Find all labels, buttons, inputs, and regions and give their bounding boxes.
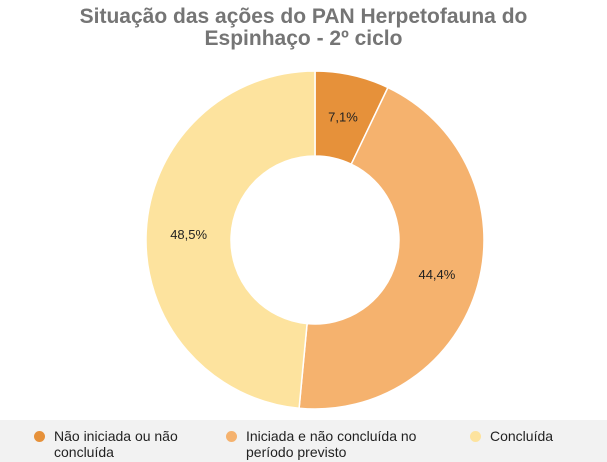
chart-title: Situação das ações do PAN Herpetofauna d… — [0, 6, 607, 50]
legend-swatch-nao-iniciada — [34, 431, 45, 442]
donut-slice-concluida[interactable] — [145, 70, 316, 410]
legend-item-iniciada[interactable]: Iniciada e não concluída no período prev… — [226, 428, 416, 460]
legend-swatch-concluida — [470, 431, 481, 442]
chart-title-line-2: Espinhaço - 2º ciclo — [204, 27, 403, 50]
data-label-iniciada: 44,4% — [418, 267, 455, 282]
legend-label-concluida: Concluída — [490, 428, 554, 444]
legend-label-nao-iniciada: Não iniciada ou não concluída — [54, 428, 178, 460]
legend-swatch-iniciada — [226, 431, 237, 442]
donut-chart: 7,1% 44,4% 48,5% — [145, 70, 485, 410]
chart-legend: Não iniciada ou não concluída Iniciada e… — [0, 420, 607, 462]
legend-item-concluida[interactable]: Concluída — [470, 428, 553, 444]
legend-item-nao-iniciada[interactable]: Não iniciada ou não concluída — [34, 428, 178, 460]
donut-slice-iniciada[interactable] — [298, 86, 485, 410]
data-label-nao-iniciada: 7,1% — [328, 110, 358, 125]
data-label-concluida: 48,5% — [170, 227, 207, 242]
chart-title-line-1: Situação das ações do PAN Herpetofauna d… — [79, 5, 528, 28]
legend-label-iniciada: Iniciada e não concluída no período prev… — [246, 428, 417, 460]
